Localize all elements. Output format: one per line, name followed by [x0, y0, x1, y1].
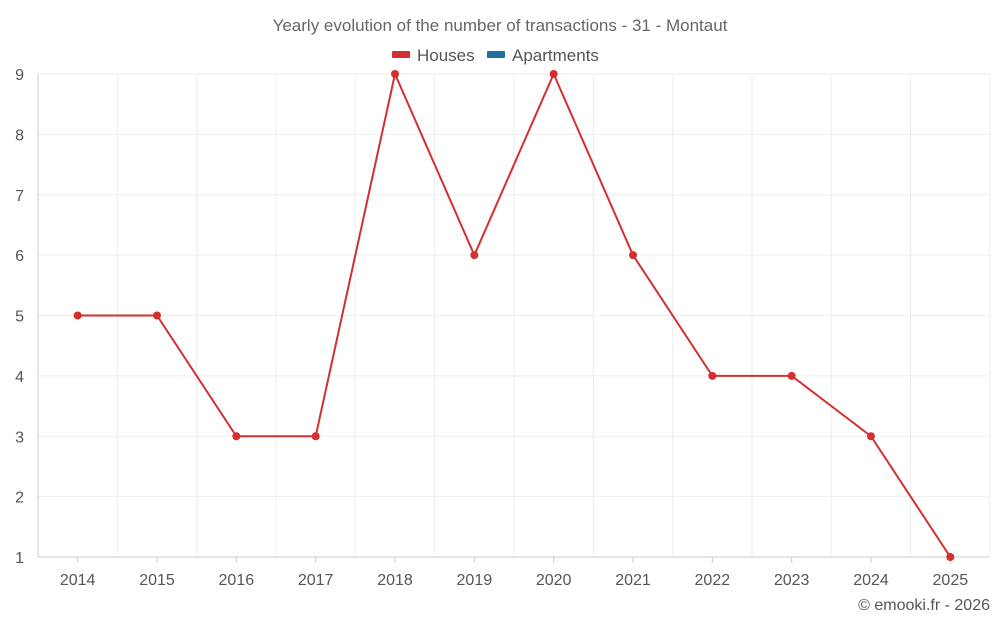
legend-item-apartments[interactable]: Apartments: [487, 46, 599, 65]
y-tick-label: 6: [15, 248, 24, 265]
legend-item-houses[interactable]: Houses: [392, 46, 475, 65]
y-tick-label: 5: [15, 309, 24, 326]
series-line-houses: [77, 73, 952, 558]
y-tick-label: 8: [15, 127, 24, 144]
data-point-houses-2021[interactable]: [629, 251, 637, 260]
x-tick-label: 2022: [695, 572, 731, 589]
y-tick-label: 3: [15, 429, 24, 446]
legend: Houses Apartments: [392, 46, 599, 65]
y-tick-label: 9: [15, 67, 24, 84]
y-axis-ticks: 1 2 3 4 5 6 7 8 9: [15, 67, 24, 567]
y-tick-label: 4: [15, 369, 24, 386]
x-tick-label: 2018: [377, 572, 413, 589]
x-tick-label: 2015: [139, 572, 175, 589]
legend-swatch-houses: [392, 51, 410, 58]
series-layer: [73, 70, 955, 561]
y-tick-label: 2: [15, 490, 24, 507]
y-tick-label: 7: [15, 188, 24, 205]
data-point-houses-2015[interactable]: [153, 311, 161, 320]
data-point-houses-2014[interactable]: [73, 311, 82, 320]
x-tick-label: 2016: [219, 572, 255, 589]
legend-swatch-apartments: [487, 51, 505, 58]
x-tick-label: 2025: [933, 572, 969, 589]
x-axis-ticks: 2014 2015 2016 2017 2018 2019 2020 2021 2022 2023…: [60, 557, 968, 589]
x-tick-label: 2023: [774, 572, 810, 589]
x-tick-label: 2020: [536, 572, 572, 589]
chart-title: Yearly evolution of the number of transa…: [273, 16, 728, 35]
data-point-houses-2022[interactable]: [708, 371, 717, 380]
legend-label-apartments: Apartments: [512, 46, 599, 65]
data-point-houses-2024[interactable]: [867, 432, 875, 441]
copyright-text: © emooki.fr - 2026: [858, 597, 990, 614]
data-point-houses-2020[interactable]: [549, 70, 558, 78]
x-tick-label: 2017: [298, 572, 334, 589]
data-point-houses-2018[interactable]: [391, 70, 399, 78]
data-point-houses-2016[interactable]: [232, 432, 241, 441]
y-tick-label: 1: [15, 550, 24, 567]
x-tick-label: 2024: [853, 572, 889, 589]
data-point-houses-2023[interactable]: [787, 371, 796, 380]
x-tick-label: 2021: [615, 572, 651, 589]
data-point-houses-2025[interactable]: [946, 553, 955, 561]
legend-label-houses: Houses: [417, 46, 475, 65]
data-point-houses-2017[interactable]: [311, 432, 320, 441]
data-point-houses-2019[interactable]: [470, 251, 479, 260]
x-tick-label: 2019: [457, 572, 493, 589]
x-tick-label: 2014: [60, 572, 96, 589]
axes: [37, 74, 990, 558]
